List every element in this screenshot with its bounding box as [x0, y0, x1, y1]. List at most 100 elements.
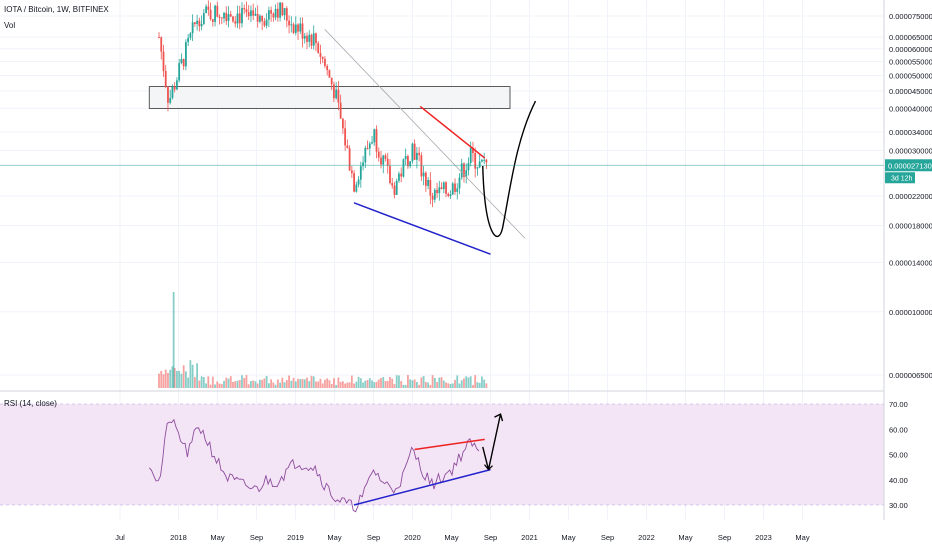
countdown-badge [885, 172, 915, 184]
candle-body [483, 159, 486, 161]
candle-body [344, 128, 347, 146]
volume-bar [357, 376, 360, 388]
candle-body [465, 170, 468, 177]
volume-bar [185, 371, 187, 388]
candle-body [158, 37, 160, 39]
candle-body [164, 70, 167, 87]
volume-bar [400, 381, 403, 388]
volume-bar [449, 383, 452, 388]
candle-body [442, 182, 445, 190]
price-axis[interactable]: 0.000075000 0.000065000 0.000060000 0.00005… [889, 12, 932, 380]
candle-body [238, 13, 241, 24]
rsi-panel[interactable] [0, 403, 884, 513]
candle-body [247, 12, 250, 17]
volume-bar [440, 377, 443, 388]
time-axis-label: 2021 [521, 533, 538, 542]
candle-body [200, 23, 203, 27]
volume-bar [460, 380, 463, 388]
time-axis[interactable]: Jul 2018 May Sep 2019 May Sep 2020 May Sep 2021 May… [115, 533, 810, 542]
volume-bar [265, 375, 268, 388]
candle-body [297, 24, 299, 32]
volume-bar [333, 378, 335, 388]
volume-bar [297, 378, 299, 388]
volume-bar [427, 382, 429, 388]
rsi-legend[interactable]: RSI (14, close) [4, 399, 57, 408]
volume-bar [341, 381, 344, 388]
candle-body [272, 13, 275, 18]
time-axis-label: May [561, 533, 575, 542]
volume-bar [310, 375, 313, 388]
candle-body [326, 66, 329, 71]
volume-bar [326, 378, 329, 388]
candle-body [182, 59, 185, 67]
candle-body [433, 189, 436, 200]
volume-bar [418, 384, 421, 388]
candle-body [382, 155, 385, 165]
candle-body [169, 98, 172, 103]
volume-bar [171, 366, 174, 388]
countdown-label: 3d 12h [891, 175, 913, 182]
volume-bar [267, 383, 270, 388]
candle-body [310, 34, 313, 46]
volume-bar [209, 384, 212, 388]
volume-bar [229, 376, 232, 388]
volume-bar [391, 378, 394, 388]
candle-body [418, 152, 421, 156]
volume-bar [169, 369, 172, 388]
volume-bar [236, 380, 239, 388]
candle-body [391, 183, 394, 186]
rsi-axis-label: 40.00 [889, 476, 908, 485]
candle-body [178, 63, 181, 81]
volume-bar [442, 380, 445, 388]
price-panel[interactable] [0, 0, 884, 388]
rsi-line [148, 418, 480, 513]
volume-bar [182, 365, 185, 388]
candle-body [243, 8, 246, 10]
candle-body [362, 162, 364, 167]
volume-bar [485, 383, 488, 388]
volume-bar [359, 378, 362, 388]
candle-body [162, 51, 165, 71]
volume-bar [415, 381, 418, 388]
candle-body [400, 173, 403, 177]
candle-body [386, 158, 389, 166]
volume-bar [202, 377, 205, 388]
rsi-axis[interactable]: 70.00 60.00 50.00 40.00 30.00 [889, 400, 908, 510]
volume-bar [290, 380, 293, 388]
volume-bar [193, 377, 196, 388]
volume-legend[interactable]: Vol [4, 21, 15, 30]
candle-body [337, 89, 340, 103]
candle-body [333, 84, 335, 99]
volume-bar [420, 377, 423, 388]
rsi-resistance-line [414, 438, 485, 451]
volume-bar [373, 382, 376, 388]
volume-bar [187, 377, 190, 388]
volume-bar [247, 384, 250, 388]
symbol-title[interactable]: IOTA / Bitcoin, 1W, BITFINEX [4, 5, 109, 14]
volume-bar [348, 382, 351, 388]
price-axis-label: 0.000030000 [889, 147, 932, 156]
candle-body [160, 37, 163, 52]
volume-bar [164, 369, 167, 388]
volume-bar [377, 379, 380, 388]
price-axis-label: 0.000075000 [889, 12, 932, 21]
time-axis-label: May [795, 533, 809, 542]
rsi-axis-label: 70.00 [889, 400, 908, 409]
candle-body [317, 43, 320, 54]
candle-body [176, 80, 178, 90]
volume-bar [371, 380, 373, 388]
candle-body [469, 147, 472, 163]
volume-bar [355, 381, 358, 388]
price-axis-label: 0.000050000 [889, 72, 932, 81]
rsi-band [0, 404, 884, 505]
candle-body [324, 58, 326, 67]
candle-body [348, 148, 351, 171]
price-axis-label: 0.000060000 [889, 45, 932, 54]
volume-bar [395, 375, 398, 388]
candle-body [411, 143, 414, 162]
candle-body [321, 56, 324, 59]
candle-body [373, 129, 376, 143]
volume-bar [384, 381, 387, 388]
volume-bar [478, 382, 481, 388]
